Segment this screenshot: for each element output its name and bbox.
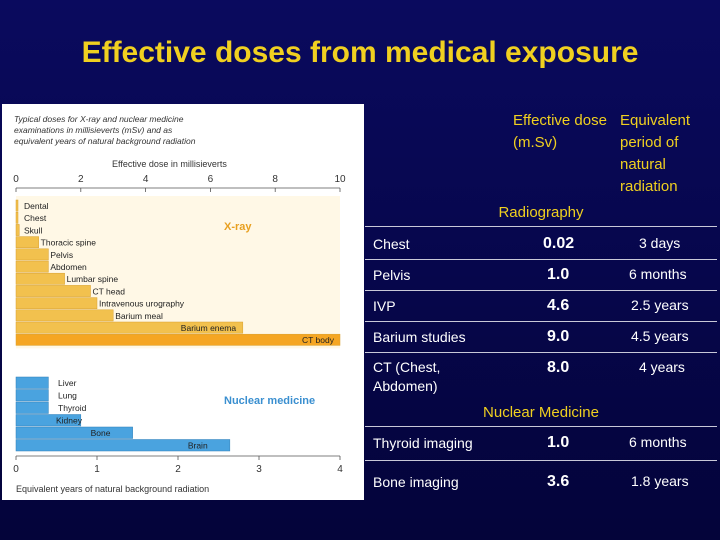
dose-ivp: 4.6	[547, 297, 570, 314]
period-pelvis: 6 months	[629, 266, 687, 282]
dose-table: Effective dose (m.Sv) Equivalent period …	[365, 104, 717, 500]
xray-bar-skull	[15, 224, 20, 236]
bottom-tick-label: 4	[337, 464, 343, 475]
period-ct: 4 years	[639, 359, 685, 375]
period-bone: 1.8 years	[631, 473, 689, 489]
dose-bar-chart: Typical doses for X-ray and nuclear medi…	[13, 114, 346, 494]
exam-ivp: IVP	[373, 298, 396, 314]
chart-caption-line-3: equivalent years of natural background r…	[14, 136, 196, 146]
xray-label-skull: Skull	[24, 225, 43, 235]
chart-caption: Typical doses for X-ray and nuclear medi…	[14, 114, 184, 124]
period-thyroid: 6 months	[629, 434, 687, 450]
nm-label-thyroid: Thyroid	[58, 403, 87, 413]
xray-bar-barium-enema	[15, 321, 244, 334]
bottom-tick-label: 2	[175, 464, 181, 475]
dose-barium: 9.0	[547, 328, 570, 345]
dose-chart-figure: Typical doses for X-ray and nuclear medi…	[2, 104, 364, 500]
bottom-tick-label: 0	[13, 464, 19, 475]
xray-bar-abdomen	[15, 260, 49, 273]
row-divider	[365, 290, 717, 291]
xray-bar-pelvis	[15, 248, 49, 261]
xray-bar-ct-head	[15, 285, 91, 297]
top-tick-label: 0	[13, 174, 19, 185]
header-period: Equivalent period of natural radiation	[620, 112, 691, 195]
period-chest: 3 days	[639, 235, 681, 251]
xray-bar-thoracic-spine	[15, 236, 39, 249]
chart-caption-line-2: examinations in millisieverts (mSv) and …	[14, 125, 173, 135]
nm-label-liver: Liver	[58, 378, 77, 388]
bottom-tick-label: 1	[94, 464, 100, 475]
top-tick-label: 4	[143, 174, 149, 185]
row-divider	[365, 226, 717, 227]
xray-label-dental: Dental	[24, 201, 49, 211]
nm-label-lung: Lung	[58, 391, 77, 401]
dose-bone: 3.6	[547, 473, 570, 490]
top-tick-label: 8	[272, 174, 278, 185]
slide-title: Effective doses from medical exposure	[81, 36, 639, 69]
xray-label-pelvis: Pelvis	[50, 250, 73, 260]
xray-bar-chest	[15, 211, 19, 224]
xray-label-thoracic-spine: Thoracic spine	[41, 238, 97, 248]
bottom-axis-label: Equivalent years of natural background r…	[16, 484, 209, 494]
exam-bone: Bone imaging	[373, 474, 459, 490]
top-axis-label: Effective dose in millisieverts	[112, 159, 227, 169]
nm-series-label: Nuclear medicine	[224, 395, 315, 407]
exam-thyroid: Thyroid imaging	[373, 435, 473, 451]
xray-label-ct-body: CT body	[302, 335, 335, 345]
row-divider	[365, 321, 717, 322]
xray-bar-intravenous-urography	[15, 297, 98, 310]
nm-bar-bone	[15, 426, 133, 439]
row-divider	[365, 259, 717, 260]
nm-label-bone: Bone	[91, 428, 111, 438]
xray-label-barium-enema: Barium enema	[181, 323, 237, 333]
nm-bar-kidney	[15, 414, 82, 427]
xray-label-lumbar-spine: Lumbar spine	[67, 274, 119, 284]
top-tick-label: 2	[78, 174, 84, 185]
xray-label-ct-head: CT head	[93, 286, 126, 296]
dose-ct: 8.0	[547, 359, 570, 376]
xray-label-abdomen: Abdomen	[50, 262, 87, 272]
nm-bar-lung	[15, 389, 49, 402]
xray-bar-barium-meal	[15, 309, 114, 322]
bottom-tick-label: 3	[256, 464, 262, 475]
top-tick-label: 10	[334, 174, 346, 185]
exam-barium: Barium studies	[373, 329, 466, 345]
exam-pelvis: Pelvis	[373, 267, 411, 283]
nm-bar-liver	[15, 376, 49, 389]
exam-ct: CT (Chest, Abdomen)	[373, 359, 441, 394]
nm-label-kidney: Kidney	[56, 416, 83, 426]
dose-chest: 0.02	[543, 235, 575, 252]
xray-label-chest: Chest	[24, 213, 47, 223]
xray-series-label: X-ray	[224, 221, 252, 233]
xray-bar-lumbar-spine	[15, 272, 65, 285]
row-divider	[365, 460, 717, 461]
section-radiography: Radiography	[498, 204, 584, 221]
period-barium: 4.5 years	[631, 328, 689, 344]
section-nuclear-medicine: Nuclear Medicine	[483, 404, 599, 421]
exam-chest: Chest	[373, 236, 410, 252]
row-divider	[365, 426, 717, 427]
period-ivp: 2.5 years	[631, 297, 689, 313]
xray-label-intravenous-urography: Intravenous urography	[99, 299, 185, 309]
nm-label-brain: Brain	[188, 441, 208, 451]
dose-thyroid: 1.0	[547, 434, 570, 451]
xray-label-barium-meal: Barium meal	[115, 311, 163, 321]
header-dose: Effective dose (m.Sv)	[513, 112, 607, 151]
row-divider	[365, 352, 717, 353]
xray-bar-dental	[15, 199, 19, 212]
nm-bar-brain	[15, 439, 231, 452]
top-tick-label: 6	[208, 174, 214, 185]
xray-bar-ct-body	[15, 333, 341, 346]
dose-pelvis: 1.0	[547, 266, 570, 283]
nm-bar-thyroid	[15, 401, 49, 414]
